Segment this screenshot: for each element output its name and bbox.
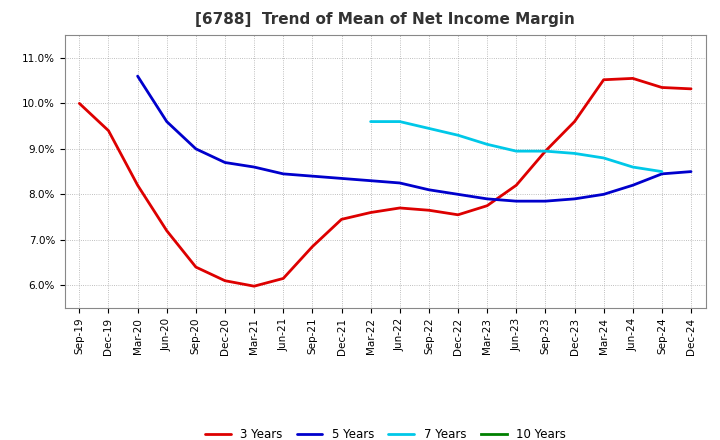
7 Years bbox=[366, 119, 375, 124]
5 Years bbox=[395, 180, 404, 186]
7 Years bbox=[599, 155, 608, 161]
5 Years bbox=[483, 196, 492, 202]
7 Years bbox=[454, 132, 462, 138]
3 Years bbox=[337, 217, 346, 222]
3 Years bbox=[541, 149, 550, 154]
5 Years bbox=[541, 198, 550, 204]
Line: 7 Years: 7 Years bbox=[371, 121, 662, 172]
5 Years bbox=[570, 196, 579, 202]
3 Years bbox=[425, 208, 433, 213]
5 Years bbox=[220, 160, 229, 165]
5 Years bbox=[454, 192, 462, 197]
3 Years bbox=[220, 278, 229, 283]
5 Years bbox=[599, 192, 608, 197]
3 Years bbox=[687, 86, 696, 92]
3 Years bbox=[308, 244, 317, 249]
5 Years bbox=[308, 173, 317, 179]
5 Years bbox=[133, 73, 142, 79]
3 Years bbox=[163, 228, 171, 233]
5 Years bbox=[366, 178, 375, 183]
3 Years bbox=[512, 183, 521, 188]
7 Years bbox=[570, 151, 579, 156]
Line: 3 Years: 3 Years bbox=[79, 78, 691, 286]
5 Years bbox=[279, 171, 287, 176]
5 Years bbox=[425, 187, 433, 192]
5 Years bbox=[337, 176, 346, 181]
5 Years bbox=[250, 165, 258, 170]
3 Years bbox=[570, 119, 579, 124]
3 Years bbox=[657, 85, 666, 90]
5 Years bbox=[512, 198, 521, 204]
7 Years bbox=[629, 165, 637, 170]
5 Years bbox=[687, 169, 696, 174]
3 Years bbox=[483, 203, 492, 209]
3 Years bbox=[599, 77, 608, 82]
7 Years bbox=[512, 149, 521, 154]
3 Years bbox=[75, 101, 84, 106]
Legend: 3 Years, 5 Years, 7 Years, 10 Years: 3 Years, 5 Years, 7 Years, 10 Years bbox=[204, 429, 566, 440]
Line: 5 Years: 5 Years bbox=[138, 76, 691, 201]
7 Years bbox=[483, 142, 492, 147]
3 Years bbox=[104, 128, 113, 133]
7 Years bbox=[657, 169, 666, 174]
7 Years bbox=[541, 149, 550, 154]
3 Years bbox=[629, 76, 637, 81]
7 Years bbox=[425, 126, 433, 131]
5 Years bbox=[163, 119, 171, 124]
3 Years bbox=[279, 276, 287, 281]
3 Years bbox=[250, 283, 258, 289]
5 Years bbox=[657, 171, 666, 176]
3 Years bbox=[133, 183, 142, 188]
3 Years bbox=[395, 205, 404, 211]
5 Years bbox=[192, 146, 200, 151]
Title: [6788]  Trend of Mean of Net Income Margin: [6788] Trend of Mean of Net Income Margi… bbox=[195, 12, 575, 27]
5 Years bbox=[629, 183, 637, 188]
7 Years bbox=[395, 119, 404, 124]
3 Years bbox=[192, 264, 200, 270]
3 Years bbox=[366, 210, 375, 215]
3 Years bbox=[454, 212, 462, 217]
